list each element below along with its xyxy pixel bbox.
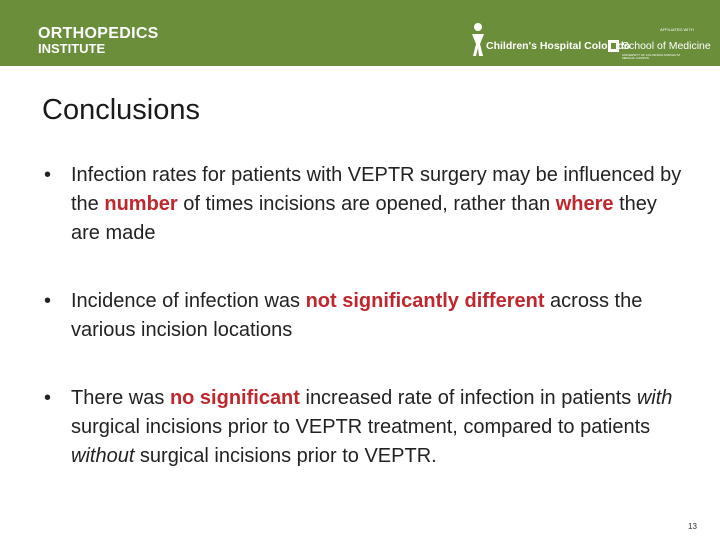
text-run: not significantly different: [305, 290, 545, 312]
bullet-marker: •: [44, 290, 52, 312]
text-run: across the various incision locations: [71, 290, 643, 341]
bullet-item: • There was no significant increased rate…: [0, 384, 720, 471]
brand-line: INSTITUTE: [38, 41, 106, 56]
bullet-item: • Incidence of infection was not signific…: [0, 287, 720, 345]
school-name: School of Medicine: [622, 40, 711, 52]
text-run: they are made: [71, 193, 657, 244]
header-bar: ORTHOPEDICS INSTITUTE Children's Hospita…: [0, 0, 720, 66]
hospital-icon: [472, 23, 484, 56]
text-run: There was: [71, 387, 170, 409]
text-run: surgical incisions prior to VEPTR.: [134, 445, 437, 467]
school-icon: [608, 40, 619, 52]
text-run: number: [104, 193, 178, 215]
text-run: Incidence of infection was: [71, 290, 306, 312]
bullet-marker: •: [44, 387, 52, 409]
text-run: with: [636, 387, 673, 409]
text-run: surgical incisions prior to VEPTR treatm…: [71, 416, 651, 438]
text-run: no significant: [169, 387, 300, 409]
bullet-text: There was no significant increased rate …: [71, 384, 683, 471]
hospital-name: Children's Hospital Colorado: [486, 40, 631, 52]
page-number: 13: [688, 522, 697, 531]
text-run: where: [555, 193, 614, 215]
university: UNIVERSITY OF COLORADO ANSCHUTZ MEDICAL …: [622, 53, 680, 60]
bullet-list: • Infection rates for patients with VEPTR…: [0, 161, 720, 510]
text-run: increased rate of infection in patients: [299, 387, 637, 409]
brand-line: ORTHOPEDICS: [38, 25, 159, 42]
slide-title: Conclusions: [42, 94, 200, 126]
text-run: Infection rates for patients with VEPTR …: [71, 164, 682, 215]
bullet-marker: •: [44, 164, 52, 186]
bullet-item: • Infection rates for patients with VEPTR…: [0, 161, 720, 248]
text-run: without: [71, 445, 135, 467]
affiliation: AFFILIATED WITH: [660, 27, 694, 32]
bullet-text: Infection rates for patients with VEPTR …: [71, 161, 683, 248]
text-run: of times incisions are opened, rather th…: [177, 193, 556, 215]
bullet-text: Incidence of infection was not significa…: [71, 287, 683, 345]
